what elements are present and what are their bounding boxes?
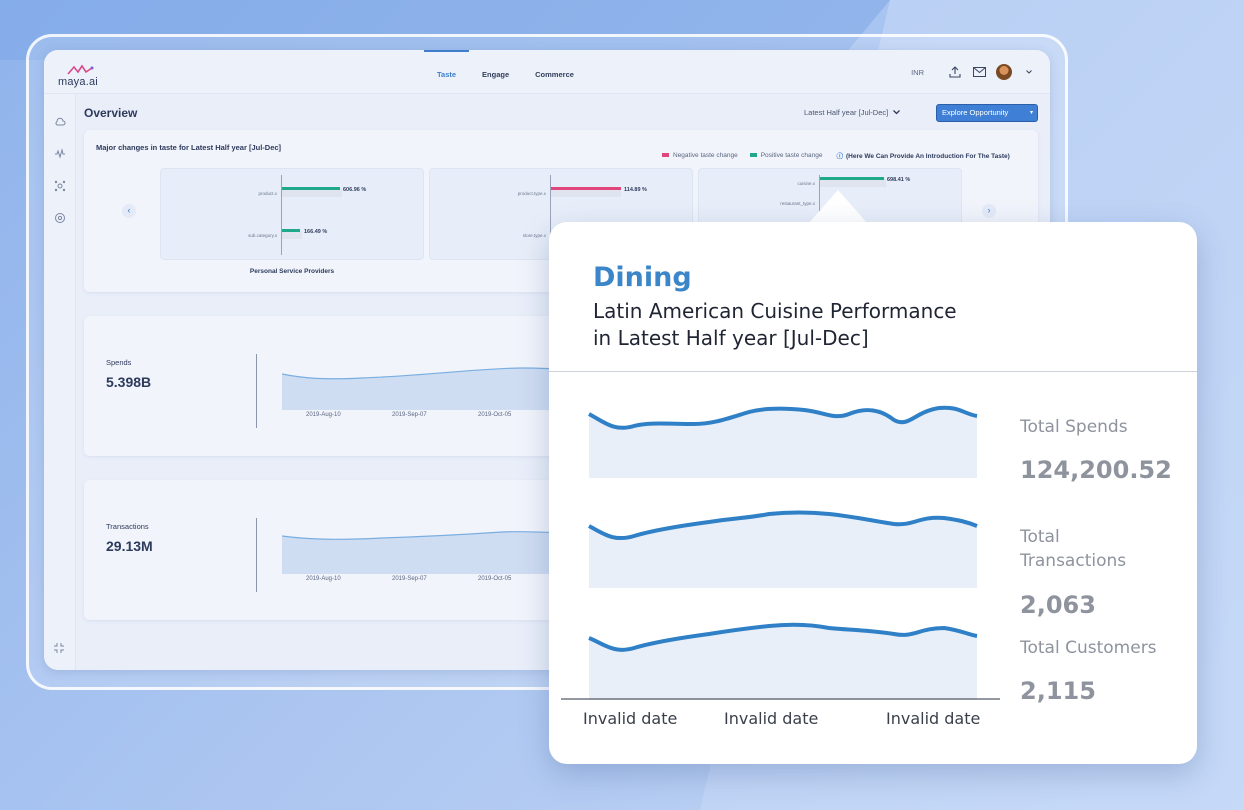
bar-value: 698.41 %: [887, 177, 911, 183]
row-label: product.x: [258, 191, 277, 196]
network-icon[interactable]: [54, 180, 66, 192]
legend-positive: Positive taste change: [749, 151, 823, 159]
logo-mark-icon: [67, 64, 94, 75]
bar-value: 606.96 %: [343, 187, 367, 193]
cloud-icon[interactable]: [54, 116, 66, 128]
carousel-prev-button[interactable]: ‹: [122, 204, 136, 218]
total-transactions-label: Total Transactions: [1020, 525, 1126, 573]
popup-subtitle-line1: Latin American Cuisine Performance: [593, 299, 957, 323]
explore-opportunity-button[interactable]: Explore Opportunity ▾: [936, 104, 1038, 122]
main-tabs: Taste Engage Commerce: [424, 50, 587, 94]
spends-sparkline: [588, 405, 978, 430]
detail-popup: Dining Latin American Cuisine Performanc…: [549, 222, 1197, 764]
row-label: product.type.x: [517, 191, 546, 196]
total-spends-label: Total Spends: [1020, 417, 1128, 437]
spends-value: 5.398B: [106, 374, 152, 390]
page-title: Overview: [84, 106, 138, 120]
x-tick: 2019-Oct-05: [478, 412, 512, 418]
sidebar: [44, 94, 76, 670]
spends-label: Spends: [106, 358, 132, 367]
row-label: sub.category.x: [248, 233, 277, 238]
legend-positive-label: Positive taste change: [760, 151, 823, 159]
x-tick: 2019-Sep-07: [392, 412, 427, 418]
taste-change-chart-1[interactable]: product.x 606.96 % sub.category.x 166.49…: [160, 168, 424, 260]
total-customers-value: 2,115: [1020, 677, 1096, 705]
x-tick: 2019-Aug-10: [306, 576, 341, 582]
customers-sparkline-area: [589, 624, 977, 700]
upload-icon[interactable]: [948, 65, 962, 79]
mail-icon[interactable]: [972, 65, 986, 79]
logo-text: maya.ai: [58, 76, 98, 88]
logo[interactable]: maya.ai: [58, 64, 108, 88]
chevron-down-icon[interactable]: [1022, 65, 1036, 79]
bar-value: 166.49 %: [304, 229, 328, 235]
legend-negative-label: Negative taste change: [673, 151, 738, 159]
row-label: restaurant_type.x: [780, 201, 815, 206]
positive-bar: [282, 229, 300, 232]
positive-bar: [282, 187, 340, 190]
legend-negative: Negative taste change: [662, 152, 738, 159]
settings-icon[interactable]: [54, 212, 66, 224]
total-spends-value: 124,200.52: [1020, 456, 1172, 484]
x-axis-label: Invalid date: [583, 709, 678, 728]
row-label: cuisine.x: [797, 181, 815, 186]
row-label: store.type.x: [522, 233, 546, 238]
bar-value: 114.89 %: [624, 187, 647, 193]
legend: Negative taste change Positive taste cha…: [662, 150, 1010, 160]
popup-title: Dining: [593, 262, 692, 293]
x-tick: 2019-Oct-05: [478, 576, 512, 582]
collapse-icon[interactable]: [53, 642, 65, 654]
x-tick: 2019-Sep-07: [392, 576, 427, 582]
x-tick: 2019-Aug-10: [306, 412, 341, 418]
carousel-next-button[interactable]: ›: [982, 204, 996, 218]
negative-bar: [551, 187, 621, 190]
transactions-value: 29.13M: [106, 538, 153, 554]
popup-sparklines: [561, 405, 1000, 700]
taste-change-caption-1: Personal Service Providers: [249, 268, 335, 275]
popup-pointer: [808, 190, 868, 224]
tab-taste[interactable]: Taste: [424, 50, 470, 94]
popup-subtitle: Latin American Cuisine Performance in La…: [593, 298, 1013, 352]
explore-opportunity-label: Explore Opportunity: [942, 108, 1009, 117]
popup-subtitle-line2: in Latest Half year [Jul-Dec]: [593, 326, 869, 350]
info-icon: ⓘ: [836, 153, 843, 160]
top-bar: maya.ai Taste Engage Commerce INR: [44, 50, 1050, 94]
period-select-value: Latest Half year [Jul-Dec]: [804, 108, 889, 117]
spends-sparkline-area: [589, 407, 977, 478]
customers-sparkline: [588, 622, 978, 652]
dropdown-arrows-icon: ▾: [1029, 110, 1033, 116]
transactions-sparkline: [588, 510, 978, 541]
taste-changes-title: Major changes in taste for Latest Half y…: [96, 143, 282, 152]
period-select[interactable]: Latest Half year [Jul-Dec]: [804, 108, 901, 117]
currency-selector[interactable]: INR: [911, 67, 924, 77]
transactions-sparkline-area: [589, 512, 977, 588]
top-right-controls: INR: [911, 50, 1036, 94]
avatar[interactable]: [996, 64, 1012, 80]
total-customers-label: Total Customers: [1020, 638, 1157, 658]
intro-link-label: (Here We Can Provide An Introduction For…: [845, 153, 1010, 160]
tab-commerce[interactable]: Commerce: [535, 70, 574, 79]
popup-divider: [549, 371, 1197, 372]
total-transactions-label-line2: Transactions: [1020, 551, 1127, 571]
x-axis-label: Invalid date: [886, 709, 981, 728]
intro-link[interactable]: ⓘ (Here We Can Provide An Introduction Fo…: [836, 150, 1009, 160]
total-transactions-value: 2,063: [1020, 591, 1096, 619]
transactions-label: Transactions: [106, 522, 149, 531]
tab-engage[interactable]: Engage: [482, 70, 510, 79]
positive-bar: [820, 177, 884, 180]
total-transactions-label-line1: Total: [1020, 527, 1060, 547]
x-axis-label: Invalid date: [724, 709, 819, 728]
chevron-down-icon: [893, 110, 901, 115]
waveform-icon[interactable]: [54, 148, 66, 160]
